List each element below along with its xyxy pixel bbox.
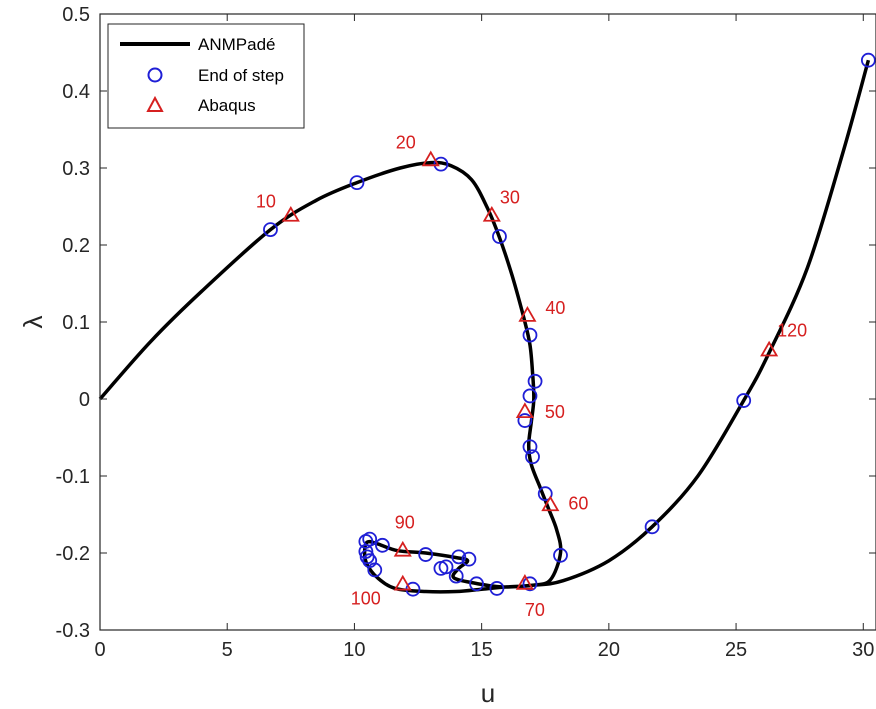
abaqus-marker xyxy=(515,573,534,590)
end-of-step-marker xyxy=(537,486,553,502)
legend-box xyxy=(107,23,305,129)
abaqus-marker xyxy=(518,306,537,322)
end-of-step-marker xyxy=(492,229,507,244)
end-of-step-marker xyxy=(358,544,374,559)
abaqus-annotation: 10 xyxy=(256,192,276,212)
end-of-step-marker xyxy=(375,537,390,553)
y-tick-label: 0.5 xyxy=(62,4,90,26)
abaqus-marker xyxy=(421,150,440,167)
x-axis-label: u xyxy=(481,678,495,708)
end-of-step-marker xyxy=(448,568,464,584)
y-tick-label: 0.4 xyxy=(62,81,90,103)
legend: ANMPadé End of step Abaqus xyxy=(107,23,305,129)
x-tick-label: 0 xyxy=(94,639,105,661)
x-tick-label: 15 xyxy=(471,639,493,661)
end-of-step-marker xyxy=(418,547,434,562)
end-of-step-marker xyxy=(644,519,660,535)
end-of-step-marker xyxy=(522,388,538,404)
end-of-step-marker xyxy=(469,576,484,592)
end-of-step-marker xyxy=(433,561,449,576)
end-of-step-marker xyxy=(489,581,505,596)
end-of-step-marker xyxy=(367,562,383,578)
abaqus-annotation: 100 xyxy=(351,589,381,609)
end-of-step-marker xyxy=(517,413,533,428)
legend-triangle-swatch xyxy=(146,95,164,112)
end-of-step-marker xyxy=(736,393,752,408)
x-tick-label: 30 xyxy=(852,639,874,661)
end-of-step-marker xyxy=(525,449,540,465)
y-tick-label: -0.1 xyxy=(56,466,90,488)
abaqus-annotation: 90 xyxy=(395,513,415,533)
end-of-step-marker xyxy=(358,534,374,549)
y-tick-label: -0.3 xyxy=(56,620,90,642)
end-of-step-marker xyxy=(451,549,467,565)
abaqus-annotation: 70 xyxy=(525,600,545,620)
x-tick-label: 25 xyxy=(725,639,747,661)
abaqus-marker xyxy=(541,495,560,512)
abaqus-annotation: 60 xyxy=(568,493,588,513)
x-tick-label: 10 xyxy=(343,639,365,661)
y-tick-label: 0.3 xyxy=(62,158,90,180)
end-of-step-marker xyxy=(527,373,543,389)
x-tick-label: 5 xyxy=(222,639,233,661)
end-of-step-marker xyxy=(263,222,278,238)
y-axis-ticks: -0.3 -0.2 -0.1 0 0.1 0.2 0.3 0.4 0.5 xyxy=(56,4,876,642)
legend-label-abaqus: Abaqus xyxy=(198,96,256,115)
abaqus-annotation: 50 xyxy=(545,402,565,422)
anmpade-curve xyxy=(98,59,871,594)
legend-label-end-of-step: End of step xyxy=(198,66,284,85)
abaqus-marker xyxy=(760,340,779,357)
end-of-step-marker xyxy=(522,327,538,343)
end-of-step-marker xyxy=(349,175,365,191)
y-axis-label: λ xyxy=(18,316,48,329)
abaqus-annotation: 40 xyxy=(545,298,565,318)
end-of-step-marker xyxy=(433,156,449,172)
abaqus-annotation: 20 xyxy=(396,132,416,152)
end-of-step-marker xyxy=(553,547,568,563)
abaqus-annotation: 120 xyxy=(777,320,807,340)
abaqus-marker xyxy=(393,574,412,591)
plot-marks: 10 20 30 40 50 60 70 90 100 120 xyxy=(98,52,876,620)
x-tick-label: 20 xyxy=(598,639,620,661)
end-of-step-marker xyxy=(522,576,538,592)
y-tick-label: 0.2 xyxy=(62,235,90,257)
end-of-step-marker xyxy=(860,52,876,68)
y-tick-label: 0.1 xyxy=(62,312,90,334)
y-tick-label: 0 xyxy=(79,389,90,411)
abaqus-marker xyxy=(281,205,300,222)
abaqus-annotation: 30 xyxy=(500,188,520,208)
end-of-step-marker xyxy=(522,439,538,455)
end-of-step-marker xyxy=(359,549,375,565)
abaqus-marker xyxy=(515,402,534,418)
legend-label-anmpade: ANMPadé xyxy=(198,35,275,54)
y-tick-label: -0.2 xyxy=(56,543,90,565)
legend-circle-swatch xyxy=(147,67,163,83)
end-of-step-marker xyxy=(461,551,477,567)
abaqus-marker xyxy=(482,205,501,222)
x-axis-ticks: 0 5 10 15 20 25 30 xyxy=(94,14,874,661)
abaqus-marker xyxy=(393,540,412,557)
